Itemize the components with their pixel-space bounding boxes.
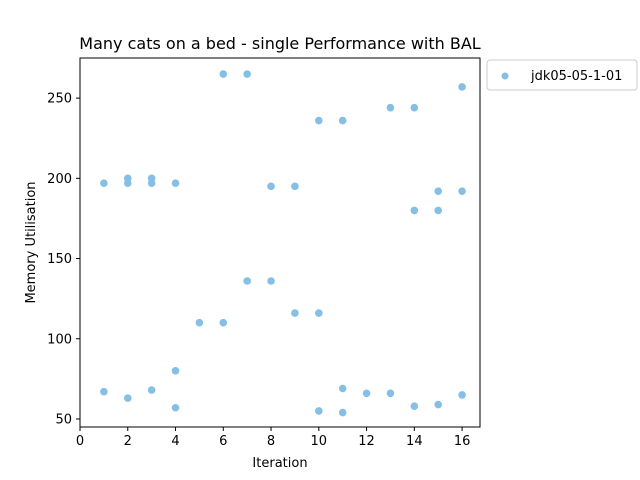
data-point [291,309,299,317]
data-point [267,277,275,285]
data-point [171,367,180,375]
data-point [362,389,371,398]
data-point [434,187,443,195]
y-tick-label: 200 [47,172,72,187]
data-point [458,187,466,195]
x-tick-label: 12 [358,434,375,449]
data-point [410,206,419,215]
chart-title: Many cats on a bed - single Performance … [79,34,480,53]
y-axis: 50 100 150 200 250 [47,92,80,427]
data-point [386,103,395,112]
data-point [410,402,419,410]
x-tick-label: 0 [76,434,84,449]
x-axis: 0 2 4 6 8 10 12 14 16 [76,427,471,449]
legend-marker [501,72,509,80]
x-tick-label: 8 [267,434,275,449]
x-tick-label: 4 [171,434,179,449]
data-point [458,83,466,91]
x-tick-label: 14 [406,434,423,449]
data-point [171,403,180,412]
y-tick-label: 50 [55,412,72,427]
data-point [243,277,251,285]
data-point [243,70,251,78]
data-point [219,318,228,327]
data-point [291,182,299,191]
data-point [434,206,443,215]
data-point [195,318,204,327]
data-point [100,387,108,396]
data-point [434,400,443,409]
data-point [315,309,323,317]
data-point [410,103,419,112]
x-tick-label: 2 [124,434,132,449]
legend: jdk05-05-1-01 [486,59,638,91]
y-tick-label: 250 [47,92,72,107]
data-point [100,179,108,187]
data-point [123,394,132,402]
y-tick-label: 150 [47,252,72,267]
data-point [171,179,180,187]
data-point [147,386,156,394]
legend-box [486,59,638,91]
x-axis-label: Iteration [252,456,307,471]
data-point [458,391,466,399]
data-point [338,116,347,125]
data-point [123,179,132,187]
legend-label: jdk05-05-1-01 [530,69,622,84]
x-tick-label: 16 [454,434,471,449]
y-tick-label: 100 [47,332,72,347]
data-point [147,179,156,187]
x-tick-label: 6 [219,434,227,449]
data-point [315,116,323,125]
data-point [267,182,275,191]
y-axis-label: Memory Utilisation [24,181,39,303]
data-point [219,70,228,78]
data-point [315,407,323,415]
data-point [386,389,395,398]
x-tick-label: 10 [311,434,328,449]
plot-points [100,70,466,417]
plot-area-frame [79,57,481,428]
data-point [338,384,347,393]
data-point [338,408,347,417]
